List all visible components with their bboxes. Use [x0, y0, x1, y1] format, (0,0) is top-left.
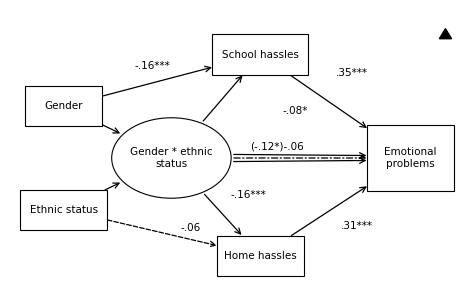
- Text: Ethnic status: Ethnic status: [29, 205, 98, 215]
- Text: School hassles: School hassles: [222, 50, 299, 59]
- Text: Gender * ethnic
status: Gender * ethnic status: [130, 147, 213, 169]
- Text: Emotional
problems: Emotional problems: [384, 147, 437, 169]
- FancyBboxPatch shape: [25, 86, 102, 126]
- Text: -.16***: -.16***: [135, 61, 171, 71]
- Text: (-.12*)-.06: (-.12*)-.06: [250, 142, 304, 151]
- Text: Gender: Gender: [45, 101, 83, 111]
- Text: -.06: -.06: [180, 224, 201, 234]
- Text: -.08*: -.08*: [283, 105, 308, 115]
- Text: Home hassles: Home hassles: [224, 251, 297, 261]
- FancyBboxPatch shape: [20, 190, 107, 230]
- Ellipse shape: [112, 118, 231, 198]
- FancyBboxPatch shape: [367, 125, 454, 191]
- FancyBboxPatch shape: [217, 236, 304, 276]
- Text: .35***: .35***: [336, 68, 368, 78]
- Polygon shape: [439, 29, 452, 39]
- Text: -.16***: -.16***: [231, 190, 266, 200]
- FancyBboxPatch shape: [212, 34, 309, 75]
- Text: .31***: .31***: [340, 221, 373, 231]
